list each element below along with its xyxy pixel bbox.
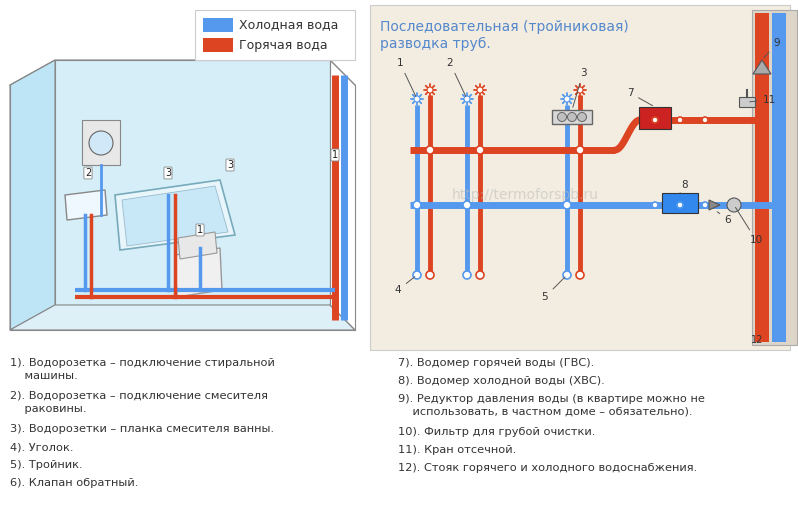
Circle shape <box>426 271 434 279</box>
Bar <box>195 10 355 60</box>
Text: 6). Клапан обратный.: 6). Клапан обратный. <box>10 478 138 488</box>
Circle shape <box>576 146 584 154</box>
Text: 8: 8 <box>680 180 689 193</box>
Text: 10: 10 <box>736 207 763 245</box>
Bar <box>772 13 786 342</box>
Polygon shape <box>65 190 107 220</box>
Text: 7: 7 <box>626 88 653 106</box>
Text: 9). Редуктор давления воды (в квартире можно не
    использовать, в частном доме: 9). Редуктор давления воды (в квартире м… <box>398 394 705 417</box>
Circle shape <box>564 96 570 102</box>
Circle shape <box>578 113 587 121</box>
Text: 12). Стояк горячего и холодного водоснабжения.: 12). Стояк горячего и холодного водоснаб… <box>398 463 697 473</box>
Text: 2: 2 <box>85 168 91 178</box>
Circle shape <box>652 117 658 123</box>
Text: 12: 12 <box>751 335 763 345</box>
Bar <box>662 193 698 213</box>
Text: 10). Фильтр для грубой очистки.: 10). Фильтр для грубой очистки. <box>398 427 595 437</box>
Circle shape <box>414 96 420 102</box>
Text: 3). Водорозетки – планка смесителя ванны.: 3). Водорозетки – планка смесителя ванны… <box>10 424 275 434</box>
Polygon shape <box>10 60 55 330</box>
Circle shape <box>413 201 421 209</box>
Circle shape <box>464 96 470 102</box>
Bar <box>739 97 755 107</box>
Text: 5: 5 <box>542 277 565 302</box>
Circle shape <box>563 271 571 279</box>
Bar <box>82 120 120 165</box>
Circle shape <box>702 202 708 208</box>
Text: Холодная вода: Холодная вода <box>239 19 338 31</box>
Text: 7). Водомер горячей воды (ГВС).: 7). Водомер горячей воды (ГВС). <box>398 358 595 368</box>
Bar <box>552 110 592 124</box>
Text: 11). Кран отсечной.: 11). Кран отсечной. <box>398 445 516 455</box>
Text: 6: 6 <box>717 212 731 225</box>
Text: 1: 1 <box>332 150 338 160</box>
Polygon shape <box>55 60 330 305</box>
Text: 1: 1 <box>197 225 203 235</box>
Text: 3: 3 <box>227 160 233 170</box>
Circle shape <box>427 87 433 93</box>
Circle shape <box>476 146 484 154</box>
Polygon shape <box>115 180 235 250</box>
Bar <box>370 5 790 350</box>
Polygon shape <box>10 305 355 330</box>
Text: 1). Водорозетка – подключение стиральной
    машины.: 1). Водорозетка – подключение стиральной… <box>10 358 275 381</box>
Text: 2). Водорозетка – подключение смесителя
    раковины.: 2). Водорозетка – подключение смесителя … <box>10 391 268 414</box>
Bar <box>752 10 797 345</box>
Text: 5). Тройник.: 5). Тройник. <box>10 460 83 470</box>
Circle shape <box>577 87 583 93</box>
Text: 4: 4 <box>395 277 415 295</box>
Text: 3: 3 <box>165 168 171 178</box>
Circle shape <box>652 202 658 208</box>
Circle shape <box>677 202 683 208</box>
Circle shape <box>413 271 421 279</box>
Bar <box>639 107 671 129</box>
Polygon shape <box>122 186 228 246</box>
Circle shape <box>477 87 483 93</box>
Text: http://termoforspb.ru: http://termoforspb.ru <box>452 188 598 202</box>
Circle shape <box>677 117 683 123</box>
Circle shape <box>563 201 571 209</box>
Circle shape <box>476 271 484 279</box>
Circle shape <box>558 113 567 121</box>
Bar <box>203 18 233 32</box>
Circle shape <box>576 271 584 279</box>
Bar <box>203 38 233 52</box>
Circle shape <box>89 131 113 155</box>
Text: 11: 11 <box>750 95 776 105</box>
Text: 4). Уголок.: 4). Уголок. <box>10 442 73 452</box>
Text: 1: 1 <box>397 58 416 96</box>
Circle shape <box>426 146 434 154</box>
Text: Горячая вода: Горячая вода <box>239 39 328 52</box>
Circle shape <box>727 198 741 212</box>
Polygon shape <box>709 200 720 210</box>
Circle shape <box>702 117 708 123</box>
Text: 8). Водомер холодной воды (ХВС).: 8). Водомер холодной воды (ХВС). <box>398 376 605 386</box>
Circle shape <box>463 201 471 209</box>
Text: Последовательная (тройниковая): Последовательная (тройниковая) <box>380 20 629 34</box>
Bar <box>755 13 769 342</box>
Polygon shape <box>175 248 222 297</box>
Text: 9: 9 <box>764 38 780 58</box>
Polygon shape <box>178 232 217 259</box>
Text: 2: 2 <box>447 58 466 96</box>
Circle shape <box>567 113 576 121</box>
Text: 3: 3 <box>573 68 587 107</box>
Polygon shape <box>753 60 771 74</box>
Text: разводка труб.: разводка труб. <box>380 37 491 51</box>
Circle shape <box>463 271 471 279</box>
